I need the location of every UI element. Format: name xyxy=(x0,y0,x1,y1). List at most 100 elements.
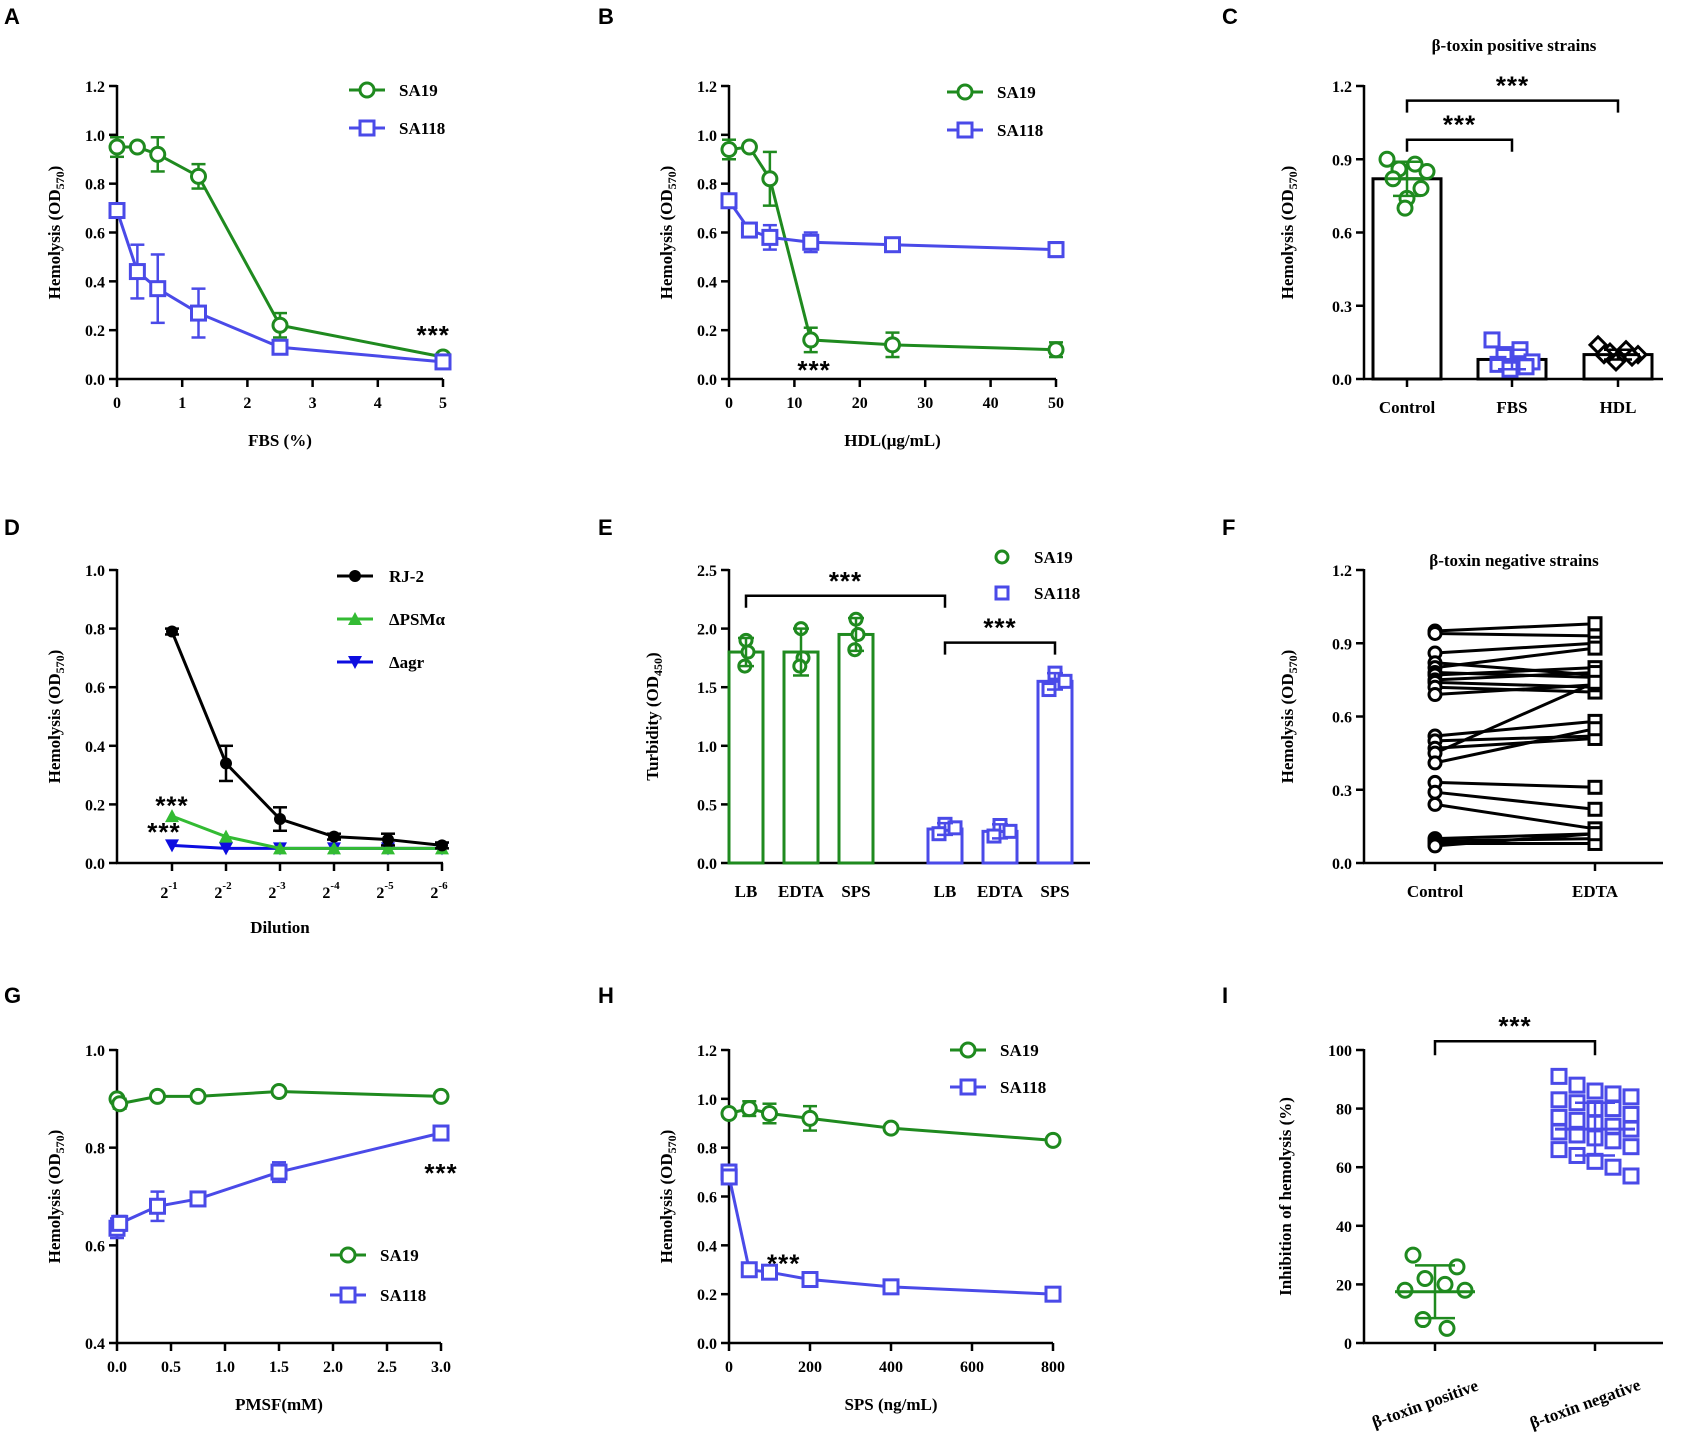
y-tick-label: 0.8 xyxy=(85,177,105,194)
circle-marker xyxy=(271,316,289,334)
significance-stars: *** xyxy=(424,1158,457,1188)
circle-marker xyxy=(339,1246,357,1264)
chart-I: 0 20 40 60 80 100 Inhibition of hemolysis (%) β… xyxy=(1276,1011,1663,1433)
x-tick-label: 0.0 xyxy=(107,1359,127,1376)
square-marker xyxy=(128,263,146,281)
x-tick-label: 2 xyxy=(243,395,251,412)
y-axis-label-subscript: 570 xyxy=(1286,171,1300,189)
y-tick-label: 0.6 xyxy=(697,226,717,243)
triangle-marker xyxy=(348,612,362,625)
legend-label: SA118 xyxy=(1034,584,1080,603)
y-tick-label: 0.8 xyxy=(85,622,105,639)
square-marker xyxy=(802,233,820,251)
pair-line xyxy=(1434,641,1596,655)
square-marker xyxy=(1044,1285,1062,1303)
legend-label: SA118 xyxy=(1000,1078,1046,1097)
square-marker xyxy=(1587,674,1603,690)
y-tick-label: 0.6 xyxy=(697,1190,717,1207)
circle-marker xyxy=(1436,1275,1454,1293)
y-tick-label: 0.5 xyxy=(697,797,717,814)
pair-line xyxy=(1434,802,1596,831)
x-tick-label: 600 xyxy=(960,1359,984,1376)
y-axis-label: Hemolysis (OD570) xyxy=(45,1130,67,1264)
x-axis-label: SPS (ng/mL) xyxy=(844,1395,937,1414)
significance-bracket xyxy=(1433,1039,1597,1056)
series-line-SA118 xyxy=(115,210,444,364)
significance-stars: *** xyxy=(155,790,188,820)
y-axis-label-subscript: 570 xyxy=(1286,655,1300,673)
chart-E: 0.0 0.5 1.0 1.5 2.0 2.5 Turbidity (OD450) LB EDT… xyxy=(643,548,1090,901)
significance-stars: *** xyxy=(829,566,862,596)
square-marker xyxy=(1622,1138,1640,1156)
circle-marker xyxy=(1427,784,1443,800)
x-tick-label: Control xyxy=(1379,398,1436,417)
x-tick-exponent: -5 xyxy=(384,880,394,892)
x-tick-label: 40 xyxy=(983,395,999,412)
square-marker xyxy=(1604,1085,1622,1103)
y-axis-label-subscript: 570 xyxy=(665,1135,679,1153)
y-axis-label-close: ) xyxy=(1278,166,1297,172)
x-tick-label: EDTA xyxy=(1572,882,1619,901)
x-tick-label: EDTA xyxy=(977,882,1024,901)
x-tick-exponent: -4 xyxy=(330,880,340,892)
legend-label: SA19 xyxy=(399,81,438,100)
circle-marker xyxy=(189,1087,207,1105)
y-tick-label: 0.3 xyxy=(1332,299,1352,316)
x-tick-label: 200 xyxy=(798,1359,822,1376)
y-tick-label: 0.6 xyxy=(1332,710,1352,727)
pair-line xyxy=(1434,832,1596,848)
panel-letter-H: H xyxy=(598,983,614,1008)
square-marker xyxy=(1568,1111,1586,1129)
y-tick-label: 0.6 xyxy=(1332,226,1352,243)
x-tick-exponent: -3 xyxy=(276,880,286,892)
y-tick-label: 40 xyxy=(1336,1219,1352,1236)
y-tick-label: 20 xyxy=(1336,1277,1352,1294)
x-tick-label: 2-1 xyxy=(160,880,177,902)
square-marker xyxy=(1550,1123,1568,1141)
square-marker xyxy=(1622,1167,1640,1185)
bar xyxy=(837,632,875,865)
significance-bracket xyxy=(744,594,947,608)
y-tick-label: 0.2 xyxy=(697,323,717,340)
square-marker xyxy=(1550,1091,1568,1109)
y-tick-label: 0.4 xyxy=(85,1336,105,1353)
chart-B: 0.0 0.2 0.4 0.6 0.8 1.0 1.2 0 10 20 30 40 50 HDL(μg/m… xyxy=(657,79,1065,450)
dot-marker xyxy=(436,839,448,852)
x-tick-exponent: -6 xyxy=(438,880,448,892)
circle-marker xyxy=(850,626,866,642)
x-tick-label: 1 xyxy=(178,395,186,412)
pair-line xyxy=(1434,666,1596,677)
pair-line xyxy=(1434,780,1596,789)
y-tick-label: 1.2 xyxy=(1332,563,1352,580)
circle-marker xyxy=(1416,1270,1434,1288)
y-axis-label-close: ) xyxy=(657,1130,676,1136)
square-marker xyxy=(1047,241,1065,259)
x-tick-label: 0 xyxy=(725,1359,733,1376)
circle-marker xyxy=(149,1087,166,1105)
dot-marker xyxy=(220,757,232,770)
y-axis-label: Inhibition of hemolysis (%) xyxy=(1276,1097,1295,1296)
square-marker xyxy=(1604,1117,1622,1135)
square-marker xyxy=(801,1271,819,1289)
x-tick-label: 3.0 xyxy=(431,1359,451,1376)
triangle-marker xyxy=(273,841,287,855)
square-marker xyxy=(149,280,167,298)
square-marker xyxy=(956,121,974,139)
y-tick-label: 1.2 xyxy=(1332,79,1352,96)
x-tick-label: 1.0 xyxy=(215,1359,235,1376)
y-tick-label: 0.4 xyxy=(85,274,105,291)
panel-letter-E: E xyxy=(598,515,613,540)
x-tick-label: 0 xyxy=(113,395,121,412)
circle-marker xyxy=(270,1083,288,1101)
square-marker xyxy=(270,1163,288,1181)
x-axis-label: FBS (%) xyxy=(248,431,312,450)
pair-line xyxy=(1434,631,1596,638)
y-tick-label: 0.0 xyxy=(1332,372,1352,389)
y-tick-label: 1.5 xyxy=(697,680,717,697)
x-tick-label: 2.5 xyxy=(377,1359,397,1376)
square-marker xyxy=(1568,1076,1586,1094)
y-tick-label: 0 xyxy=(1344,1336,1352,1353)
pair-line xyxy=(1434,646,1596,670)
y-tick-label: 1.0 xyxy=(85,1043,105,1060)
circle-marker xyxy=(1044,1131,1062,1149)
